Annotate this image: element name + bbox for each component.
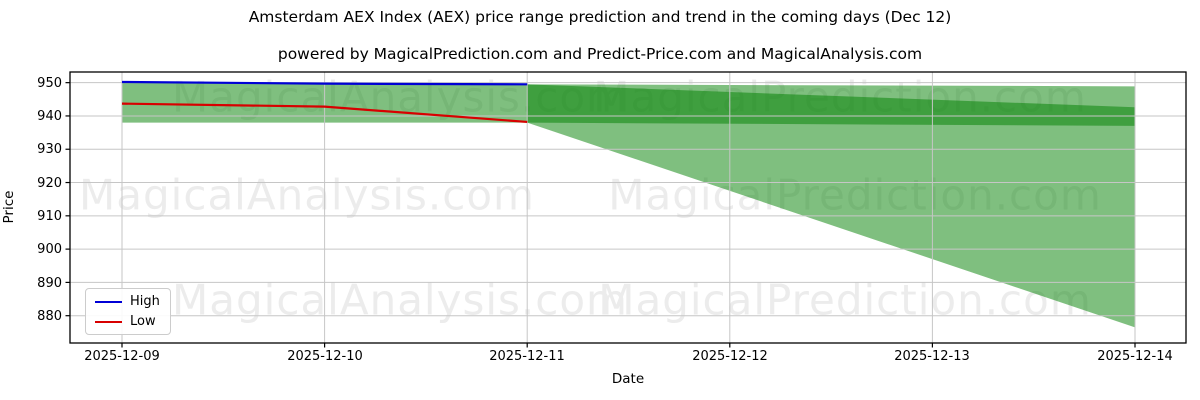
chart-title: Amsterdam AEX Index (AEX) price range pr… <box>248 8 952 26</box>
high-line-swatch <box>95 300 122 303</box>
y-tick-label: 940 <box>37 109 62 124</box>
y-tick-label: 880 <box>37 309 62 324</box>
y-tick-label: 890 <box>37 276 62 291</box>
x-axis-label: Date <box>611 371 645 387</box>
axis-tick-marks <box>65 82 1136 348</box>
plot-border <box>69 71 1187 344</box>
legend-label: Low <box>130 314 156 329</box>
legend: High Low <box>85 288 171 335</box>
low-line <box>121 102 528 124</box>
y-tick-label: 910 <box>37 209 62 224</box>
chart-subtitle: powered by MagicalPrediction.com and Pre… <box>277 45 923 63</box>
x-tick-label: 2025-12-11 <box>489 349 565 364</box>
y-tick-label: 930 <box>37 142 62 157</box>
y-tick-label: 900 <box>37 242 62 257</box>
x-tick-label: 2025-12-09 <box>84 349 160 364</box>
legend-item-high: High <box>95 295 160 308</box>
watermark-text: MagicalAnalysis.com <box>79 170 535 220</box>
y-tick-label: 920 <box>37 176 62 191</box>
x-tick-label: 2025-12-12 <box>692 349 768 364</box>
high-line <box>121 80 528 86</box>
gridlines <box>70 72 1186 343</box>
y-axis-label: Price <box>1 190 17 224</box>
y-tick-label: 950 <box>37 76 62 91</box>
x-tick-label: 2025-12-13 <box>894 349 970 364</box>
legend-label: High <box>130 294 160 309</box>
x-tick-label: 2025-12-10 <box>287 349 363 364</box>
x-tick-label: 2025-12-14 <box>1097 349 1173 364</box>
watermark-text: MagicalAnalysis.com <box>172 275 628 325</box>
legend-item-low: Low <box>95 315 160 328</box>
forecast-range-fill <box>527 84 1135 328</box>
low-line-swatch <box>95 320 122 323</box>
